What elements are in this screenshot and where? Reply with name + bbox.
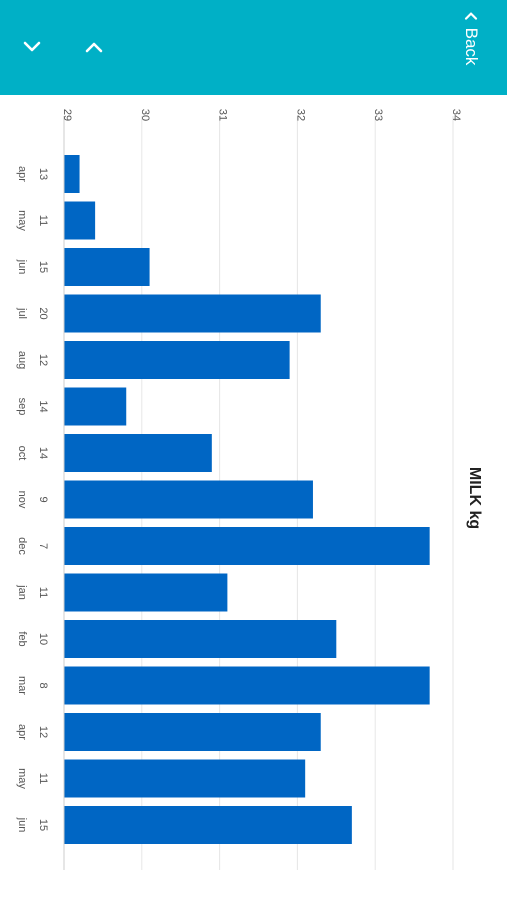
bar bbox=[64, 573, 228, 612]
bar bbox=[64, 341, 290, 379]
value-tick-label: 34 bbox=[450, 109, 462, 121]
bar bbox=[64, 155, 80, 193]
category-month-label: jun bbox=[16, 817, 28, 833]
category-month-label: may bbox=[16, 768, 28, 789]
category-month-label: aug bbox=[16, 351, 28, 369]
bar bbox=[64, 201, 96, 240]
bar bbox=[64, 666, 430, 705]
category-month-label: dec bbox=[16, 537, 28, 555]
bar bbox=[64, 527, 430, 565]
category-month-label: nov bbox=[16, 491, 28, 509]
value-tick-label: 29 bbox=[61, 109, 73, 121]
category-day-label: 15 bbox=[37, 261, 49, 273]
category-day-label: 12 bbox=[37, 726, 49, 738]
category-day-label: 20 bbox=[37, 307, 49, 319]
back-label: Back bbox=[462, 27, 481, 66]
category-day-label: 9 bbox=[37, 496, 49, 502]
category-month-label: mar bbox=[16, 676, 28, 695]
value-tick-label: 31 bbox=[217, 109, 229, 121]
category-day-label: 14 bbox=[37, 400, 49, 412]
category-month-label: jan bbox=[16, 584, 28, 600]
chevron-down-button[interactable] bbox=[15, 30, 49, 64]
category-day-label: 7 bbox=[37, 543, 49, 549]
value-tick-label: 30 bbox=[139, 109, 151, 121]
category-day-label: 11 bbox=[37, 215, 49, 226]
value-tick-label: 33 bbox=[372, 109, 384, 121]
bar bbox=[64, 248, 150, 286]
category-month-label: oct bbox=[16, 446, 28, 461]
bar bbox=[64, 294, 321, 333]
category-day-label: 10 bbox=[37, 633, 49, 645]
value-tick-label: 32 bbox=[294, 109, 306, 121]
category-day-label: 11 bbox=[37, 773, 49, 784]
milk-bar-chart: 29 30 31 32 33 34 13 apr 11 may 15 jun 20 jul 12 aug 14 s… bbox=[16, 109, 483, 870]
category-day-label: 12 bbox=[37, 354, 49, 366]
category-month-label: sep bbox=[16, 398, 28, 416]
chart-title: MILK kg bbox=[466, 467, 483, 529]
bar bbox=[64, 620, 337, 658]
top-bar: Back bbox=[0, 0, 507, 95]
bar bbox=[64, 434, 212, 472]
chevron-down-icon bbox=[23, 41, 41, 52]
bar bbox=[64, 387, 127, 426]
category-month-label: jun bbox=[16, 259, 28, 275]
category-month-label: feb bbox=[16, 631, 28, 646]
category-day-label: 13 bbox=[37, 168, 49, 180]
chevron-left-icon bbox=[464, 12, 478, 20]
bar bbox=[64, 713, 321, 751]
category-day-label: 14 bbox=[37, 447, 49, 459]
category-month-label: apr bbox=[16, 724, 28, 740]
category-day-label: 11 bbox=[37, 587, 49, 598]
chevron-up-icon bbox=[85, 42, 103, 53]
category-day-label: 8 bbox=[37, 682, 49, 688]
bar bbox=[64, 480, 313, 519]
chevron-up-button[interactable] bbox=[77, 30, 111, 64]
category-month-label: may bbox=[16, 210, 28, 231]
bar bbox=[64, 806, 352, 844]
category-day-label: 15 bbox=[37, 819, 49, 831]
bar bbox=[64, 759, 306, 798]
category-month-label: jul bbox=[16, 307, 28, 319]
back-button[interactable]: Back bbox=[456, 6, 486, 70]
category-month-label: apr bbox=[16, 166, 28, 182]
